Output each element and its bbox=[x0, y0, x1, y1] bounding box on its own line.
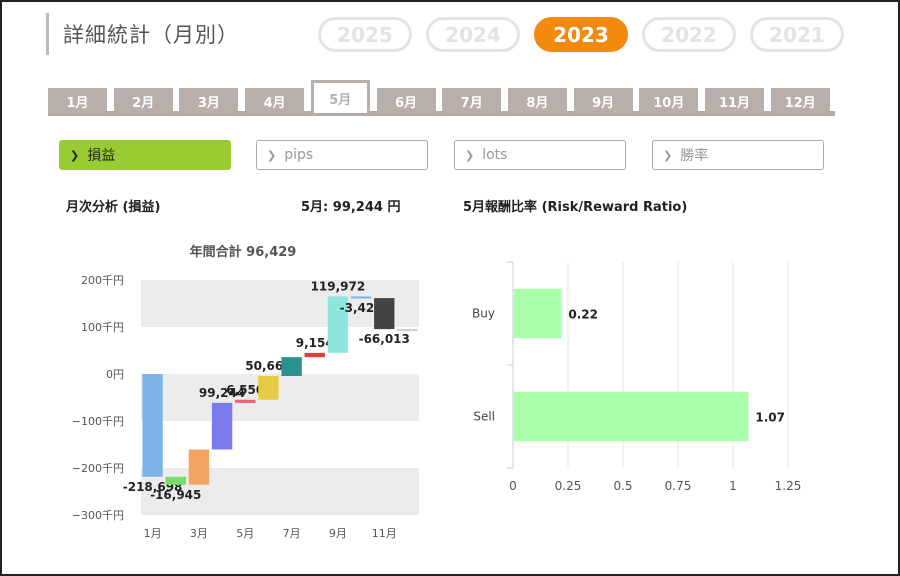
risk-reward-title: 5月報酬比率 (Risk/Reward Ratio) bbox=[463, 200, 688, 215]
x-tick-label: 7月 bbox=[283, 527, 301, 540]
y-tick-label: 200千円 bbox=[81, 274, 124, 287]
bar-3月 bbox=[188, 449, 210, 485]
tab-month-2[interactable]: 2月 bbox=[113, 88, 173, 114]
grid-band bbox=[141, 468, 419, 515]
chevron-right-icon: ❯ bbox=[70, 148, 80, 162]
chevron-right-icon: ❯ bbox=[663, 148, 673, 162]
x-tick-label: 0.5 bbox=[613, 479, 632, 493]
chevron-right-icon: ❯ bbox=[465, 148, 475, 162]
bar-data-label: -66,013 bbox=[359, 332, 410, 346]
year-2023-button[interactable]: 2023 bbox=[534, 17, 628, 52]
bar-5月 bbox=[235, 399, 256, 403]
metric-win-rate-button[interactable]: ❯ 勝率 bbox=[652, 140, 824, 170]
bar-10月 bbox=[350, 296, 372, 299]
x-tick-label: 0 bbox=[509, 479, 517, 493]
tab-month-1[interactable]: 1月 bbox=[48, 88, 107, 114]
month-summary: 5月: 99,244 円 bbox=[301, 200, 401, 215]
monthly-analysis-title: 月次分析 (損益) bbox=[66, 200, 161, 215]
metric-label: 損益 bbox=[87, 148, 116, 164]
bar-data-label: 0.22 bbox=[568, 308, 598, 322]
tab-month-9[interactable]: 9月 bbox=[573, 88, 633, 114]
bar-1月 bbox=[142, 374, 163, 477]
bar-8月 bbox=[304, 352, 325, 358]
risk-reward-chart: 0 0.25 0.5 0.75 1 1.25 Buy 0.22 Sell 1.07 bbox=[472, 261, 802, 493]
tab-month-10[interactable]: 10月 bbox=[639, 88, 699, 114]
x-tick-label: 9月 bbox=[329, 527, 347, 540]
bar-data-label: 119,972 bbox=[311, 279, 366, 293]
bar-data-label: 9,154 bbox=[296, 336, 334, 350]
y-tick-label: −200千円 bbox=[72, 462, 124, 475]
x-tick-label: 1 bbox=[729, 479, 737, 493]
metric-label: pips bbox=[284, 147, 314, 163]
chart-subtitle: 年間合計 96,429 bbox=[190, 244, 297, 260]
tab-month-11[interactable]: 11月 bbox=[705, 88, 764, 114]
grid-band bbox=[141, 280, 419, 327]
tab-month-4[interactable]: 4月 bbox=[245, 88, 305, 114]
bar-data-label: -16,945 bbox=[150, 488, 201, 502]
metric-label: lots bbox=[482, 147, 508, 163]
year-2025-button[interactable]: 2025 bbox=[318, 17, 412, 52]
grid-band bbox=[141, 374, 419, 421]
bar-data-label: 99,244 bbox=[199, 386, 245, 400]
bar-buy bbox=[513, 288, 562, 339]
tab-month-12[interactable]: 12月 bbox=[770, 88, 830, 114]
tab-month-6[interactable]: 6月 bbox=[376, 88, 436, 114]
page-title: 詳細統計（月別） bbox=[63, 23, 239, 47]
x-tick-label: 3月 bbox=[190, 527, 208, 540]
x-tick-label: 11月 bbox=[372, 527, 397, 540]
bar-6月 bbox=[258, 375, 279, 400]
x-tick-label: 1.25 bbox=[775, 479, 802, 493]
bar-sell bbox=[513, 391, 749, 442]
tab-month-8[interactable]: 8月 bbox=[507, 88, 567, 114]
y-tick-label: −300千円 bbox=[72, 509, 124, 522]
metric-label: 勝率 bbox=[680, 148, 709, 164]
bar-12月 bbox=[397, 329, 418, 332]
bar-data-label: 6,550 bbox=[226, 383, 264, 397]
bar-2月 bbox=[165, 476, 186, 485]
monthly-pl-chart: 年間合計 96,429 200千円 100千円 0円 −100千円 −200千円 −300千… bbox=[72, 244, 419, 540]
x-tick-label: 1月 bbox=[144, 527, 162, 540]
metric-pips-button[interactable]: ❯ pips bbox=[256, 140, 428, 170]
y-category-label: Buy bbox=[472, 307, 495, 321]
header: 詳細統計（月別） bbox=[46, 13, 239, 55]
year-2021-button[interactable]: 2021 bbox=[750, 17, 844, 52]
year-2022-button[interactable]: 2022 bbox=[642, 17, 736, 52]
tab-month-5[interactable]: 5月 bbox=[310, 80, 370, 113]
bar-data-label: 1.07 bbox=[755, 411, 785, 425]
y-tick-label: 0円 bbox=[106, 368, 124, 381]
y-category-label: Sell bbox=[473, 410, 495, 424]
metric-lots-button[interactable]: ❯ lots bbox=[454, 140, 626, 170]
x-tick-label: 0.25 bbox=[555, 479, 582, 493]
x-tick-label: 5月 bbox=[236, 527, 254, 540]
bar-data-label: -3,429 bbox=[340, 301, 383, 315]
x-tick-label: 0.75 bbox=[665, 479, 692, 493]
y-tick-label: −100千円 bbox=[72, 415, 124, 428]
bar-7月 bbox=[281, 357, 302, 376]
bar-9月 bbox=[327, 296, 349, 353]
month-tabs-baseline bbox=[48, 111, 835, 116]
bar-data-label: 50,660 bbox=[245, 359, 291, 373]
bar-4月 bbox=[211, 402, 233, 450]
tab-month-3[interactable]: 3月 bbox=[179, 88, 239, 114]
month-tabs: 1月 2月 3月 4月 5月 6月 7月 8月 9月 10月 11月 12月 bbox=[48, 80, 835, 116]
y-tick-label: 100千円 bbox=[81, 321, 124, 334]
year-2024-button[interactable]: 2024 bbox=[426, 17, 520, 52]
tab-month-7[interactable]: 7月 bbox=[442, 88, 502, 114]
bar-11月 bbox=[374, 298, 395, 330]
metric-profit-loss-button[interactable]: ❯ 損益 bbox=[59, 140, 231, 170]
chevron-right-icon: ❯ bbox=[267, 148, 277, 162]
year-selector: 2025 2024 2023 2022 2021 bbox=[318, 17, 844, 52]
